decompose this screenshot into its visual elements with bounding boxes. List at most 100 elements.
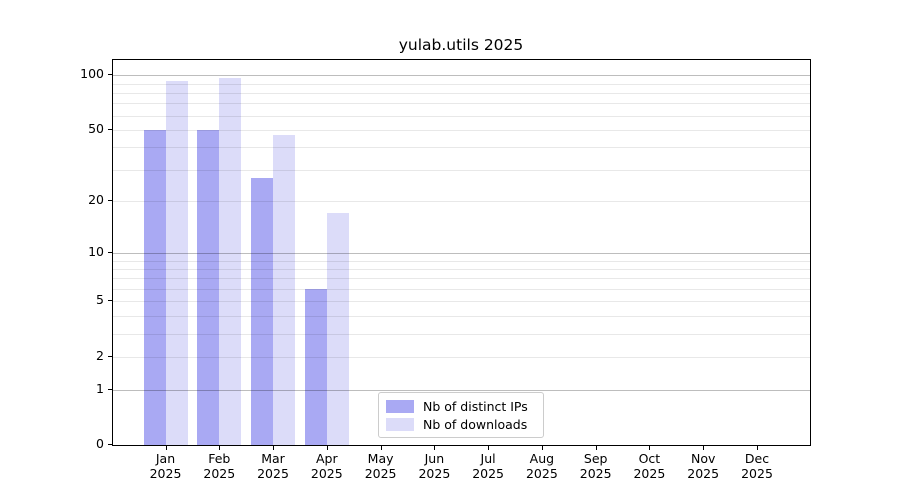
bar-nb-of-distinct-ips-feb [197, 129, 220, 445]
y-tick-label-0: 0 [96, 436, 104, 451]
bar-nb-of-downloads-mar [273, 134, 296, 445]
x-tick-month: Oct [638, 451, 661, 466]
x-tick-month: Jan [155, 451, 176, 466]
x-tick-mark-jul [488, 446, 490, 450]
x-tick-mark-apr [326, 446, 328, 450]
plot-area [112, 59, 811, 446]
x-tick-label-jan: Jan 2025 [150, 451, 182, 481]
x-tick-label-mar: Mar 2025 [257, 451, 289, 481]
gridline-minor-3 [113, 333, 810, 335]
x-tick-year: 2025 [633, 466, 666, 481]
gridline-minor-90 [113, 83, 810, 85]
gridline-minor-80 [113, 92, 810, 94]
x-tick-label-dec: Dec 2025 [741, 451, 773, 481]
x-tick-mark-aug [541, 446, 543, 450]
y-tick-label-100: 100 [80, 66, 104, 82]
legend-label: Nb of distinct IPs [423, 399, 528, 414]
x-tick-mark-jan [165, 446, 167, 450]
y-tick-mark-2 [108, 356, 112, 357]
x-tick-month: Nov [690, 451, 716, 466]
x-tick-mark-nov [703, 446, 705, 450]
x-tick-label-jul: Jul 2025 [472, 451, 504, 481]
gridline-minor-5 [113, 301, 810, 303]
y-tick-mark-20 [108, 200, 112, 201]
gridline-minor-40 [113, 147, 810, 149]
y-tick-label-20: 20 [88, 192, 104, 207]
x-tick-year: 2025 [418, 466, 451, 481]
x-tick-year: 2025 [687, 466, 720, 481]
x-tick-year: 2025 [741, 466, 773, 481]
y-tick-label-2: 2 [96, 348, 104, 363]
x-tick-label-aug: Aug 2025 [526, 451, 558, 481]
x-tick-month: Aug [529, 451, 555, 466]
bar-nb-of-distinct-ips-jan [143, 129, 166, 445]
gridline-minor-50 [113, 129, 810, 131]
legend-swatch-nb-of-downloads [386, 418, 414, 431]
bar-nb-of-distinct-ips-apr [304, 289, 327, 445]
bar-nb-of-distinct-ips-mar [251, 177, 274, 445]
x-tick-mark-mar [273, 446, 274, 450]
x-tick-label-nov: Nov 2025 [687, 451, 719, 481]
legend-label: Nb of downloads [423, 417, 528, 432]
x-tick-year: 2025 [310, 466, 343, 481]
x-tick-year: 2025 [579, 466, 612, 481]
x-tick-mark-dec [757, 446, 758, 450]
legend: Nb of distinct IPs Nb of downloads [378, 392, 544, 438]
x-tick-year: 2025 [257, 466, 289, 481]
bar-nb-of-downloads-jan [165, 80, 188, 445]
gridline-minor-20 [113, 201, 810, 202]
gridline-minor-8 [113, 268, 810, 270]
x-tick-year: 2025 [149, 466, 182, 481]
x-tick-year: 2025 [364, 466, 397, 481]
x-tick-year: 2025 [203, 466, 236, 481]
y-tick-mark-5 [108, 300, 112, 302]
gridline-major-1 [113, 389, 810, 391]
legend-swatch-nb-of-distinct-ips [386, 400, 414, 413]
gridline-minor-30 [113, 169, 810, 171]
x-tick-label-jun: Jun 2025 [418, 451, 450, 481]
y-tick-mark-100 [108, 74, 112, 76]
legend-item-nb-of-distinct-ips: Nb of distinct IPs [386, 398, 537, 415]
x-tick-label-apr: Apr 2025 [311, 451, 343, 481]
gridline-minor-4 [113, 316, 810, 317]
y-tick-label-5: 5 [96, 292, 104, 308]
plot-inner [113, 60, 810, 445]
x-tick-year: 2025 [525, 466, 558, 481]
gridline-minor-2 [113, 357, 810, 358]
x-tick-month: Sep [583, 451, 608, 466]
x-tick-mark-feb [219, 446, 221, 450]
legend-item-nb-of-downloads: Nb of downloads [386, 416, 537, 433]
x-tick-label-oct: Oct 2025 [633, 451, 665, 481]
x-tick-mark-jun [434, 446, 436, 450]
x-tick-mark-may [380, 446, 382, 450]
y-tick-mark-0 [108, 444, 112, 445]
y-tick-label-1: 1 [96, 380, 104, 396]
x-tick-month: Feb [208, 451, 231, 466]
bar-nb-of-downloads-feb [219, 77, 242, 445]
y-tick-label-10: 10 [88, 243, 104, 259]
gridline-minor-6 [113, 289, 810, 291]
gridline-minor-9 [113, 260, 810, 262]
gridline-minor-7 [113, 278, 810, 280]
x-tick-year: 2025 [472, 466, 504, 481]
x-tick-mark-oct [649, 446, 651, 450]
x-tick-month: Dec [744, 451, 770, 466]
x-tick-mark-sep [595, 446, 597, 450]
y-tick-mark-10 [108, 251, 112, 253]
x-tick-label-feb: Feb 2025 [203, 451, 235, 481]
y-tick-mark-50 [108, 128, 112, 130]
x-tick-month: Jul [480, 451, 496, 466]
x-tick-month: Apr [315, 451, 338, 466]
x-tick-month: Jun [424, 451, 445, 466]
x-tick-month: Mar [261, 451, 285, 466]
gridline-minor-60 [113, 115, 810, 117]
x-tick-label-may: May 2025 [365, 451, 397, 481]
y-tick-label-50: 50 [88, 120, 104, 136]
gridline-major-100 [113, 75, 810, 77]
gridline-minor-70 [113, 103, 810, 105]
bar-nb-of-downloads-apr [326, 213, 349, 445]
x-tick-month: May [367, 451, 394, 466]
chart-title: yulab.utils 2025 [398, 36, 524, 54]
y-tick-mark-1 [108, 388, 112, 390]
gridline-major-10 [113, 252, 810, 254]
